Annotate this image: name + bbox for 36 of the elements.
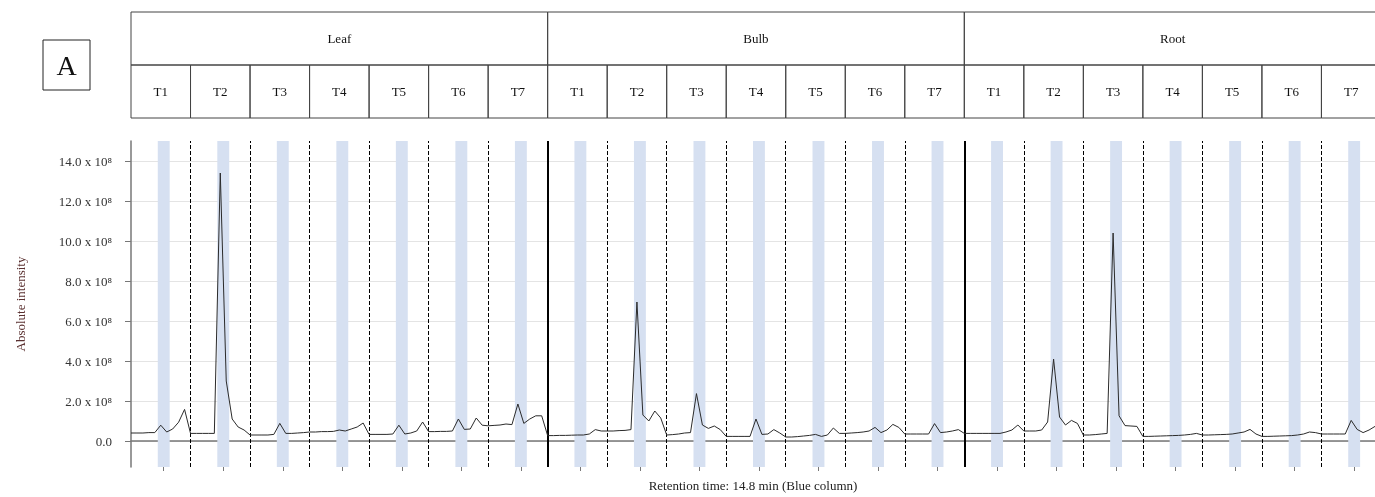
text: T6 <box>867 84 883 99</box>
y-tick-label: 10.0 x 10⁸ <box>58 233 113 249</box>
y-tick-label: 2.0 x 10⁸ <box>65 393 113 409</box>
y-tick-label: 0.0 <box>95 433 112 449</box>
text: T2 <box>213 84 228 99</box>
text: T4 <box>332 84 348 99</box>
line-series <box>130 172 1375 438</box>
text: T7 <box>927 84 943 99</box>
text: T1 <box>153 84 168 99</box>
text: T6 <box>1284 84 1300 99</box>
text: T5 <box>808 84 823 99</box>
text: T2 <box>629 84 645 99</box>
text: T5 <box>391 84 407 99</box>
text: T1 <box>570 84 585 99</box>
text: Bulb <box>743 31 769 46</box>
text: T5 <box>1224 84 1240 99</box>
y-tick-label: 8.0 x 10⁸ <box>65 273 113 289</box>
text: T2 <box>1046 84 1061 99</box>
y-tick-label: 14.0 x 10⁸ <box>58 153 113 169</box>
text: T4 <box>748 84 764 99</box>
text: A <box>56 49 78 81</box>
text: T3 <box>689 84 704 99</box>
text: T1 <box>986 84 1002 99</box>
text: T6 <box>451 84 467 99</box>
y-tick-label: 6.0 x 10⁸ <box>65 313 113 329</box>
text: T3 <box>1105 84 1121 99</box>
y-axis-title: Absolute intensity <box>13 256 28 352</box>
y-tick-label: 12.0 x 10⁸ <box>58 193 113 209</box>
text: T7 <box>1343 84 1359 99</box>
text: T4 <box>1165 84 1181 99</box>
y-tick-label: 4.0 x 10⁸ <box>65 353 113 369</box>
text: Leaf <box>327 31 352 46</box>
text: T7 <box>510 84 526 99</box>
text: Root <box>1159 31 1186 46</box>
x-axis-title: Retention time: 14.8 min (Blue column) <box>648 478 858 493</box>
text: T3 <box>272 84 288 99</box>
